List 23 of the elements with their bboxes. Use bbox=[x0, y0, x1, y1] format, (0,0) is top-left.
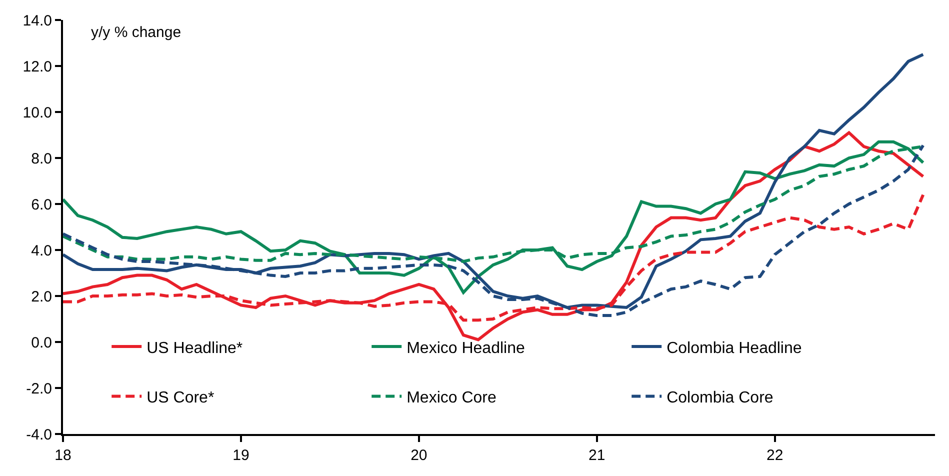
x-tick-label: 22 bbox=[766, 447, 784, 464]
x-tick-label: 19 bbox=[232, 447, 250, 464]
y-tick-label: 10.0 bbox=[22, 104, 52, 122]
y-tick-label: 8.0 bbox=[31, 150, 52, 168]
y-tick-label: -4.0 bbox=[26, 426, 52, 444]
legend-label: Colombia Core bbox=[666, 389, 774, 406]
x-tick-label: 21 bbox=[588, 447, 606, 464]
y-tick-label: 6.0 bbox=[31, 196, 52, 214]
y-tick-label: 12.0 bbox=[22, 58, 52, 76]
y-tick-label: -2.0 bbox=[26, 380, 52, 398]
y-axis-title: y/y % change bbox=[91, 24, 182, 41]
y-tick-label: 2.0 bbox=[31, 288, 52, 306]
legend-label: Colombia Headline bbox=[666, 340, 802, 357]
y-tick-label: 0.0 bbox=[31, 334, 52, 352]
legend-label: Mexico Headline bbox=[406, 340, 525, 357]
x-tick-label: 18 bbox=[54, 447, 72, 464]
legend-label: US Core* bbox=[146, 389, 214, 406]
x-tick-label: 20 bbox=[410, 447, 428, 464]
y-tick-label: 14.0 bbox=[22, 12, 52, 30]
legend-label: US Headline* bbox=[146, 340, 243, 357]
line-series bbox=[63, 131, 925, 342]
legend-label: Mexico Core bbox=[406, 389, 497, 406]
y-tick-label: 4.0 bbox=[31, 242, 52, 260]
